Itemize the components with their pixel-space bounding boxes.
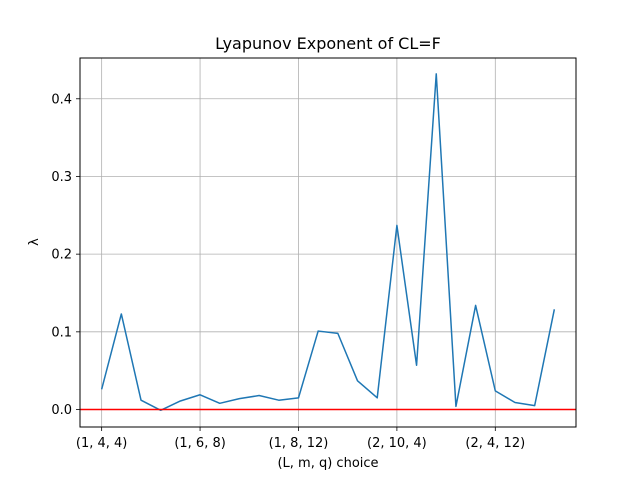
y-tick-label: 0.2 xyxy=(51,248,72,263)
axis-ticks: (1, 4, 4) (1, 6, 8) (1, 8, 12) (2, 10, 4) (2… xyxy=(51,92,525,451)
x-tick-label: (2, 4, 12) xyxy=(465,436,525,451)
x-tick-label: (1, 8, 12) xyxy=(269,436,329,451)
x-tick-label: (2, 10, 4) xyxy=(367,436,427,451)
y-axis-label: λ xyxy=(27,238,42,246)
x-tick-label: (1, 4, 4) xyxy=(76,436,128,451)
axes-frame xyxy=(79,57,577,428)
y-tick-label: 0.0 xyxy=(51,403,72,418)
y-tick-label: 0.4 xyxy=(51,92,72,107)
plot-area xyxy=(80,73,576,412)
y-tick-label: 0.3 xyxy=(51,170,72,185)
x-tick-label: (1, 6, 8) xyxy=(174,436,226,451)
series-line xyxy=(100,73,556,412)
y-tick-label: 0.1 xyxy=(51,325,72,340)
x-axis-label: (L, m, q) choice xyxy=(277,456,378,471)
chart-title: Lyapunov Exponent of CL=F xyxy=(215,34,441,53)
